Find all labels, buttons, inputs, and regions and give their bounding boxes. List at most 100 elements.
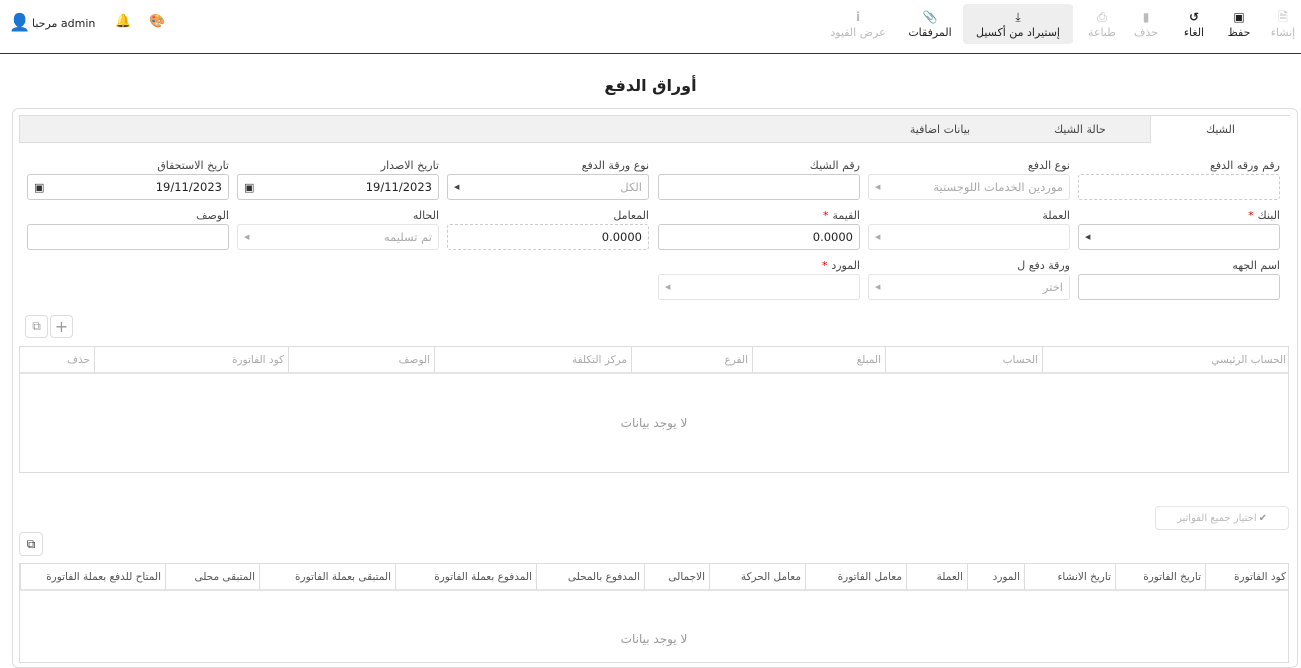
add-line-button[interactable]: + xyxy=(50,315,73,338)
paper-type-select[interactable]: الكل ◀ xyxy=(447,174,649,200)
issue-date-label: تاريخ الاصدار xyxy=(380,159,439,172)
import-excel-button[interactable]: ⤓ إستيراد من أكسيل xyxy=(963,4,1073,44)
paper-for-placeholder: اختر xyxy=(1042,280,1063,294)
due-date-value: 19/11/2023 xyxy=(155,180,222,194)
column-header[interactable]: المتبقى بعملة الفاتورة xyxy=(259,564,395,590)
column-header[interactable]: كود الفاتورة xyxy=(1205,564,1290,590)
check-no-label: رقم الشيك xyxy=(809,159,860,172)
supplier-select[interactable]: ◀ xyxy=(658,274,860,300)
currency-select[interactable]: ◀ xyxy=(868,224,1070,250)
tab-additional-data[interactable]: بيانات اضافية xyxy=(909,123,971,136)
status-select[interactable]: تم تسليمه ◀ xyxy=(237,224,439,250)
required-marker: * xyxy=(822,209,829,222)
due-date-label: تاريخ الاستحقاق xyxy=(157,159,229,172)
attachments-label: المرفقات xyxy=(908,25,952,39)
bank-select[interactable]: ◀ xyxy=(1078,224,1280,250)
payment-paper-no-field[interactable] xyxy=(1078,174,1280,200)
party-name-field[interactable] xyxy=(1078,274,1280,300)
column-header[interactable]: كود الفاتورة xyxy=(94,347,288,373)
print-button[interactable]: ⎙ طباعة xyxy=(1080,4,1124,44)
bank-label-text: البنك xyxy=(1257,209,1280,222)
issue-date-field[interactable]: 19/11/2023 ▣ xyxy=(237,174,439,200)
select-all-label: اختيار جميع الفواتير xyxy=(1176,512,1257,524)
bell-icon[interactable]: 🔔 xyxy=(115,14,132,29)
column-header[interactable]: الحساب الرئيسي xyxy=(1042,347,1290,373)
tab-bar: الشيك حالة الشيك بيانات اضافية xyxy=(19,115,1290,143)
column-header[interactable]: تاريخ الفاتورة xyxy=(1115,564,1205,590)
description-label: الوصف xyxy=(196,209,229,222)
column-header[interactable]: العملة xyxy=(906,564,967,590)
delete-label: حذف xyxy=(1134,25,1158,39)
paper-for-select[interactable]: اختر ◀ xyxy=(868,274,1070,300)
rate-value: 0.0000 xyxy=(601,230,642,244)
payment-type-select[interactable]: موردين الخدمات اللوجستية ◀ xyxy=(868,174,1070,200)
column-header[interactable]: المتاح للدفع بعملة الفاتورة xyxy=(20,564,165,590)
info-icon: i xyxy=(855,9,861,24)
tab-check-status[interactable]: حالة الشيك xyxy=(1054,123,1106,136)
column-header[interactable]: تاريخ الانشاء xyxy=(1024,564,1115,590)
column-header[interactable]: معامل الفاتورة xyxy=(805,564,906,590)
check-icon: ✔ xyxy=(1258,512,1268,524)
caret-icon: ◀ xyxy=(875,233,881,241)
column-header[interactable]: معامل الحركة xyxy=(709,564,805,590)
attachments-button[interactable]: 📎 المرفقات xyxy=(904,4,956,44)
download-icon: ⤓ xyxy=(1015,9,1021,24)
columns-button[interactable]: ⧉ xyxy=(25,315,48,338)
create-button[interactable]: 🗎 إنشاء xyxy=(1266,4,1300,44)
import-excel-label: إستيراد من أكسيل xyxy=(976,25,1060,39)
empty-message: لا يوجد بيانات xyxy=(620,416,688,430)
create-label: إنشاء xyxy=(1270,25,1296,39)
column-header[interactable]: الحساب xyxy=(885,347,1042,373)
due-date-field[interactable]: 19/11/2023 ▣ xyxy=(27,174,229,200)
amount-label-text: القيمة xyxy=(832,209,860,222)
required-marker: * xyxy=(1248,209,1254,222)
plus-icon: + xyxy=(54,317,69,336)
check-no-field[interactable] xyxy=(658,174,860,200)
caret-icon: ◀ xyxy=(665,283,671,291)
column-header[interactable]: المتبقى محلى xyxy=(165,564,259,590)
caret-icon: ◀ xyxy=(1085,233,1091,241)
cancel-label: الغاء xyxy=(1183,25,1205,39)
cancel-button[interactable]: ↺ الغاء xyxy=(1176,4,1212,44)
currency-label: العملة xyxy=(1042,209,1070,222)
delete-button[interactable]: ▮ حذف xyxy=(1129,4,1163,44)
column-header[interactable]: مركز التكلفة xyxy=(434,347,631,373)
view-entries-label: عرض القيود xyxy=(830,25,886,39)
columns-icon: ⧉ xyxy=(26,536,36,551)
calendar-icon[interactable]: ▣ xyxy=(34,180,45,194)
lines-table: الحساب الرئيسي الحساب المبلغ الفرع مركز … xyxy=(19,346,1289,473)
column-header[interactable]: الاجمالى xyxy=(644,564,709,590)
calendar-icon[interactable]: ▣ xyxy=(244,180,255,194)
column-header[interactable]: حذف xyxy=(67,354,90,366)
user-icon[interactable]: 👤 xyxy=(9,13,31,33)
paper-type-value: الكل xyxy=(620,180,642,194)
column-header[interactable]: المدفوع بعملة الفاتورة xyxy=(395,564,536,590)
rate-field[interactable]: 0.0000 xyxy=(447,224,649,250)
paper-type-label: نوع ورقة الدفع xyxy=(581,159,649,172)
palette-icon[interactable]: 🎨 xyxy=(149,14,166,29)
column-header[interactable]: المدفوع بالمحلى xyxy=(536,564,644,590)
amount-label: القيمة* xyxy=(658,209,860,222)
column-header[interactable]: الوصف xyxy=(288,347,434,373)
caret-icon: ◀ xyxy=(875,183,881,191)
status-label: الحاله xyxy=(412,209,439,222)
column-header[interactable]: الفرع xyxy=(631,347,752,373)
save-icon: ▣ xyxy=(1233,9,1245,24)
column-header[interactable]: المبلغ xyxy=(752,347,885,373)
amount-field[interactable]: 0.0000 xyxy=(658,224,860,250)
payment-paper-no-label: رقم ورقه الدفع xyxy=(1210,159,1280,172)
invoice-columns-button[interactable]: ⧉ xyxy=(19,532,43,556)
party-name-label: اسم الجهه xyxy=(1232,259,1280,272)
save-button[interactable]: ▣ حفظ xyxy=(1222,4,1256,44)
print-icon: ⎙ xyxy=(1097,9,1107,24)
caret-icon: ◀ xyxy=(244,233,250,241)
select-all-invoices-button[interactable]: ✔ اختيار جميع الفواتير xyxy=(1155,506,1289,530)
view-entries-button[interactable]: i عرض القيود xyxy=(824,4,892,44)
caret-icon: ◀ xyxy=(875,283,881,291)
column-header[interactable]: المورد xyxy=(967,564,1024,590)
required-marker: * xyxy=(821,259,828,272)
status-value: تم تسليمه xyxy=(383,230,432,244)
save-label: حفظ xyxy=(1227,25,1251,39)
description-field[interactable] xyxy=(27,224,229,250)
tab-check[interactable]: الشيك xyxy=(1150,116,1290,143)
